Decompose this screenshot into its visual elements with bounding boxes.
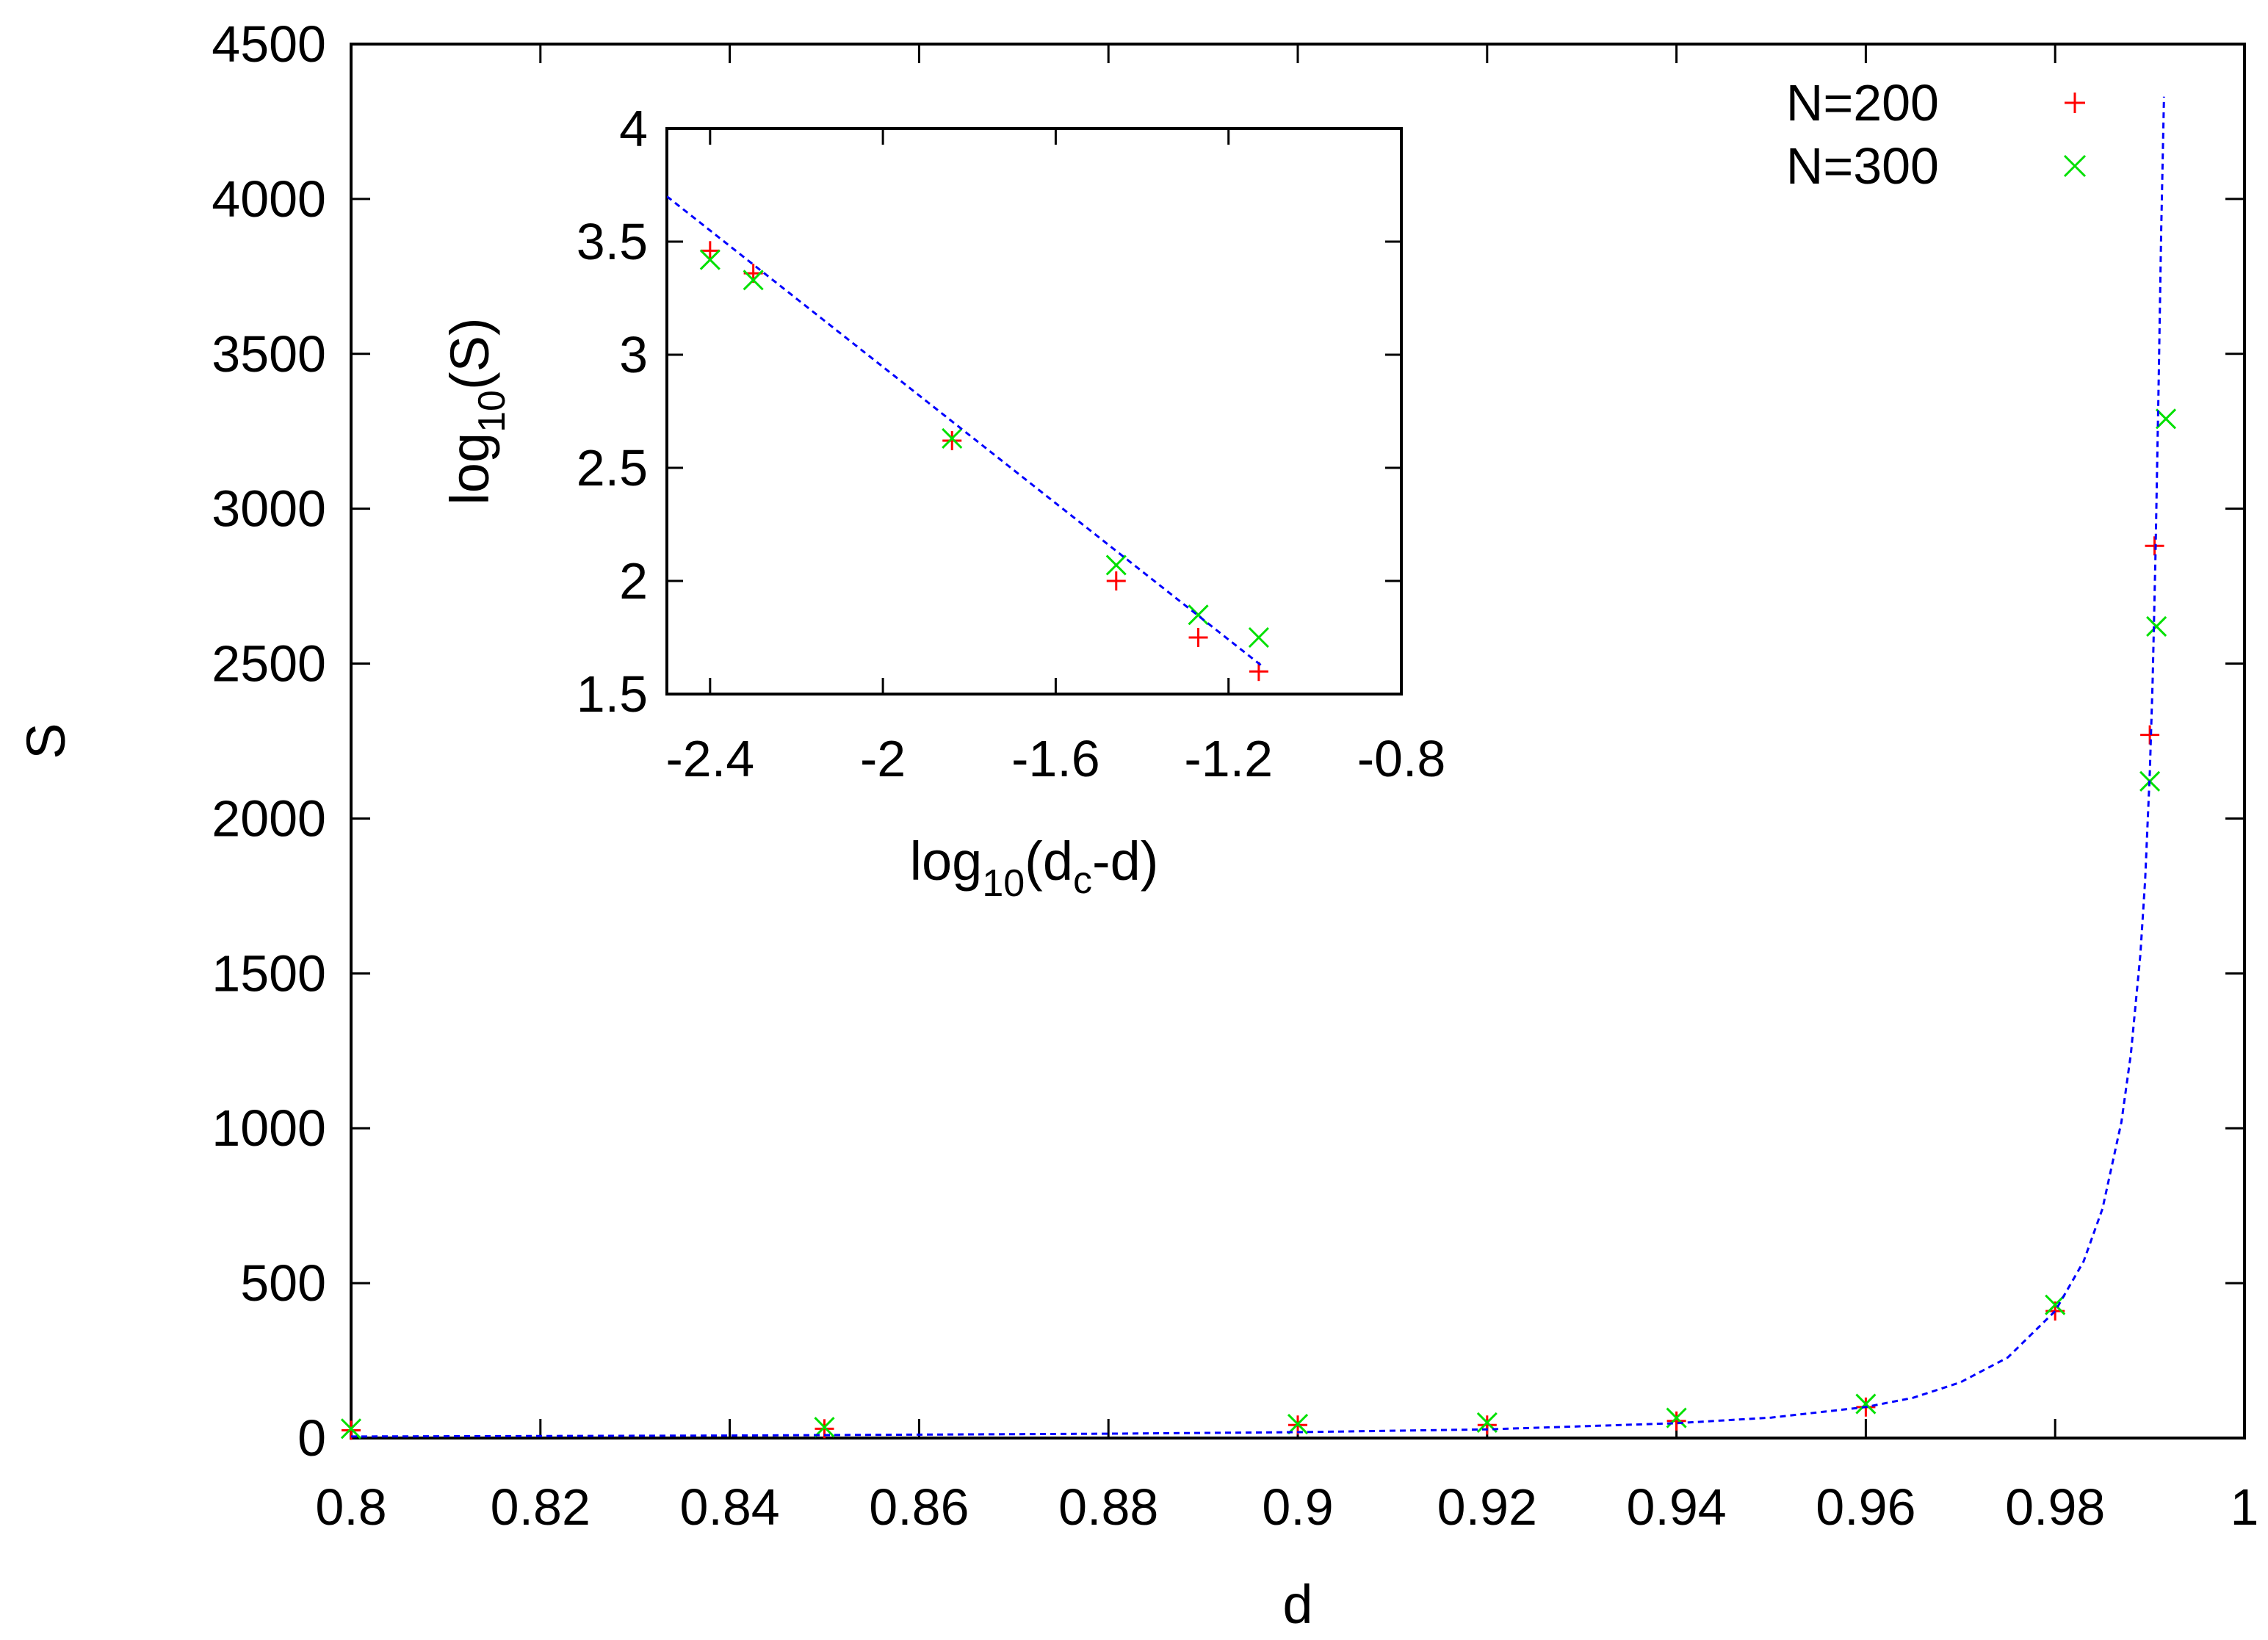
y-tick-label: 500 — [240, 1254, 326, 1312]
main-plot: 0.8 0.82 0.84 0.86 0.88 0.9 0.92 0.94 0.96 0.98 10… — [15, 15, 2258, 1635]
data-point-n-200 — [1188, 628, 1208, 647]
fit-line — [667, 195, 1264, 668]
y-tick-label: 2000 — [212, 790, 326, 847]
data-point-n-300 — [340, 1418, 362, 1439]
y-tick-label: 2500 — [212, 635, 326, 693]
y-axis-title: S — [15, 723, 76, 759]
data-point-n-300 — [1287, 1413, 1309, 1435]
x-tick-label: -1.2 — [1184, 730, 1273, 787]
data-point-n-300 — [2045, 1294, 2066, 1315]
data-point-n-300 — [1105, 555, 1127, 576]
x-tick-label: 0.9 — [1262, 1478, 1333, 1536]
x-tick-label: 0.86 — [869, 1478, 969, 1536]
y-tick-label: 3.5 — [577, 213, 648, 270]
legend-entry-n-300: N=300 — [1786, 137, 2087, 195]
legend-entry-n-200: N=200 — [1786, 74, 2085, 131]
fit-line — [351, 96, 2165, 1438]
data-point-n-300 — [1188, 604, 1209, 626]
data-point-n-200 — [942, 431, 962, 451]
y-tick-label: 2 — [619, 552, 648, 610]
data-point-n-300 — [814, 1417, 835, 1438]
x-tick-label: 0.98 — [2005, 1478, 2105, 1536]
legend-marker — [2063, 154, 2087, 178]
x-tick-label: 1 — [2231, 1478, 2259, 1536]
x-tick-label: -2.4 — [666, 730, 755, 787]
data-point-n-300 — [1248, 626, 1269, 649]
data-point-n-300 — [2155, 408, 2177, 430]
y-tick-label: 4 — [619, 100, 648, 157]
plot-frame — [350, 43, 2246, 1439]
y-tick-label: 1.5 — [577, 665, 648, 723]
x-tick-label: 0.84 — [679, 1478, 779, 1536]
data-point-n-300 — [1855, 1393, 1877, 1415]
data-point-n-200 — [1477, 1415, 1497, 1435]
data-point-n-300 — [942, 427, 963, 449]
data-point-n-300 — [2146, 615, 2167, 637]
legend-marker — [2065, 93, 2085, 113]
y-tick-label: 0 — [297, 1409, 326, 1467]
data-point-n-200 — [1666, 1411, 1686, 1431]
x-tick-label: 0.8 — [315, 1478, 386, 1536]
data-point-n-300 — [743, 270, 764, 291]
x-axis-title: d — [1282, 1574, 1312, 1635]
x-tick-label: 0.82 — [491, 1478, 591, 1536]
x-tick-label: 0.96 — [1816, 1478, 1915, 1536]
x-tick-label: -0.8 — [1357, 730, 1446, 787]
legend-label: N=200 — [1786, 74, 1939, 131]
x-tick-label: 0.94 — [1626, 1478, 1726, 1536]
y-tick-label: 1500 — [212, 944, 326, 1002]
inset-plot: -2.4 -2 -1.6 -1.2 -0.8 1.5 2 2.5 3 3.5 4 log10(dc-d… — [439, 100, 1445, 905]
x-tick-label: 0.92 — [1437, 1478, 1537, 1536]
y-tick-label: 4500 — [212, 15, 326, 73]
data-point-n-200 — [1249, 662, 1268, 682]
inset-y-axis-title: log10(S) — [439, 317, 513, 505]
y-tick-label: 3 — [619, 326, 648, 383]
y-tick-label: 1000 — [212, 1099, 326, 1157]
y-tick-label: 2.5 — [577, 439, 648, 496]
y-tick-label: 3000 — [212, 480, 326, 538]
data-point-n-300 — [699, 249, 721, 270]
y-tick-label: 3500 — [212, 325, 326, 383]
x-tick-label: -2 — [860, 730, 906, 787]
data-point-n-200 — [700, 241, 720, 261]
legend-label: N=300 — [1786, 137, 1939, 195]
data-point-n-200 — [1106, 571, 1126, 590]
x-tick-label: -1.6 — [1011, 730, 1100, 787]
x-tick-label: 0.88 — [1058, 1478, 1158, 1536]
y-tick-label: 4000 — [212, 170, 326, 228]
plot-frame — [665, 127, 1403, 696]
inset-x-axis-title: log10(dc-d) — [910, 831, 1159, 905]
